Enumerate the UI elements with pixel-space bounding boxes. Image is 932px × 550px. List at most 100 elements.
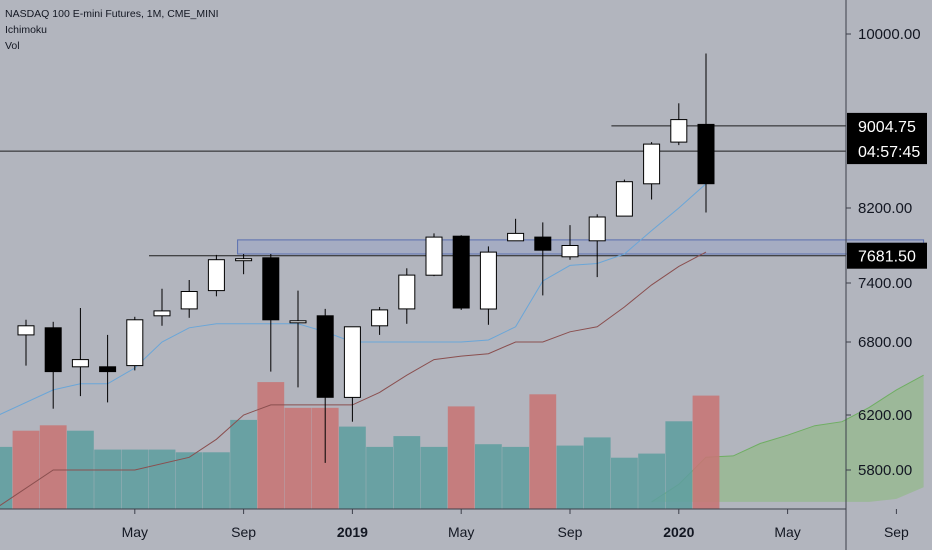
time-tick-label: 2019 [337, 524, 368, 540]
candle-body [479, 251, 497, 310]
volume-layer [0, 382, 720, 510]
volume-bar [420, 446, 448, 509]
chart-legend: NASDAQ 100 E-mini Futures, 1M, CME_MINI … [5, 6, 219, 54]
volume-bar [502, 446, 529, 509]
time-tick-label: Sep [558, 524, 583, 540]
price-tick-label: 6200.00 [858, 407, 912, 424]
candle [398, 268, 416, 324]
candle-body [153, 310, 171, 317]
time-tick-label: Sep [231, 524, 256, 540]
candle-body [615, 181, 633, 217]
volume-bar [475, 444, 502, 509]
candle [99, 334, 117, 403]
candle-body [207, 259, 225, 292]
candle-body [99, 366, 117, 373]
candle-body [371, 309, 389, 327]
price-tag-label: 7681.50 [858, 249, 916, 266]
price-tick-label: 5800.00 [858, 462, 912, 479]
candle [235, 254, 253, 275]
indicator-volume-label[interactable]: Vol [5, 40, 20, 52]
candle [262, 254, 280, 372]
volume-bar [12, 430, 40, 509]
volume-bar [447, 406, 475, 509]
candle [670, 103, 688, 146]
time-axis[interactable]: May Sep 2019 May Sep 2020 May Sep [122, 509, 909, 540]
candle-body [180, 291, 198, 310]
price-tag-label: 04:57:45 [858, 144, 920, 161]
time-tick-label: 2020 [663, 524, 694, 540]
candle-body [262, 257, 280, 321]
price-tags: 9004.75 04:57:45 7681.50 [847, 112, 927, 269]
volume-bar [257, 382, 285, 509]
candle-body [425, 236, 443, 276]
price-tag-box [847, 242, 927, 269]
candle [615, 179, 633, 217]
volume-bar [339, 426, 366, 509]
time-tick-label: May [448, 524, 474, 540]
volume-bar [583, 437, 611, 509]
price-tick-label: 8200.00 [858, 200, 912, 217]
candle [126, 316, 144, 371]
volume-bar [203, 452, 230, 509]
volume-bar [284, 407, 312, 510]
price-tag-label: 9004.75 [858, 119, 916, 136]
volume-bar [39, 425, 67, 509]
volume-bar [556, 445, 584, 509]
symbol-title[interactable]: NASDAQ 100 E-mini Futures, 1M, CME_MINI [5, 8, 219, 20]
price-tick-label: 10000.00 [858, 26, 921, 43]
candle [343, 326, 361, 422]
candle [153, 288, 171, 326]
volume-bar [0, 446, 13, 509]
volume-bar [175, 452, 203, 509]
candle [180, 280, 198, 318]
candles-layer [17, 53, 715, 463]
candle-body [71, 359, 89, 368]
candle [71, 308, 89, 397]
candle-body [507, 232, 525, 242]
volume-bar [230, 419, 257, 509]
support-zone-layer [237, 239, 925, 255]
candle-body [643, 143, 661, 185]
candle [561, 225, 579, 260]
support-zone-box [237, 239, 925, 255]
candle [534, 222, 552, 296]
candle-body [17, 325, 35, 336]
indicator-ichimoku-label[interactable]: Ichimoku [5, 24, 48, 36]
candle [697, 53, 715, 213]
volume-bar [665, 421, 693, 510]
price-axis[interactable]: 5800.00 6200.00 6800.00 7400.00 8200.00 10000… [846, 26, 921, 479]
volume-bar [366, 446, 393, 509]
kijun-sen-line [0, 251, 707, 507]
candle-body [235, 258, 253, 262]
candle [207, 254, 225, 297]
candle-body [126, 319, 144, 367]
volume-bar [148, 449, 176, 509]
candle [507, 218, 525, 242]
candle [643, 142, 661, 200]
time-tick-label: May [774, 524, 800, 540]
volume-bar [121, 449, 149, 509]
price-tick-label: 7400.00 [858, 275, 912, 292]
candle-body [44, 327, 62, 373]
candle [452, 235, 470, 310]
time-tick-label: Sep [884, 524, 909, 540]
ichimoku-cloud [651, 375, 924, 502]
volume-bar [638, 453, 665, 509]
candle-body [316, 315, 334, 398]
candle [479, 246, 497, 325]
candle [425, 233, 443, 277]
price-tag-box [847, 138, 927, 165]
volume-bar [529, 394, 557, 510]
candle [17, 319, 35, 366]
candle [371, 307, 389, 335]
candle-body [534, 236, 552, 251]
volume-bar [393, 436, 421, 509]
price-tick-label: 6800.00 [858, 334, 912, 351]
candle-body [398, 274, 416, 310]
candle-body [697, 123, 715, 185]
candle-body [561, 245, 579, 258]
time-tick-label: May [122, 524, 148, 540]
volume-bar [94, 449, 121, 509]
